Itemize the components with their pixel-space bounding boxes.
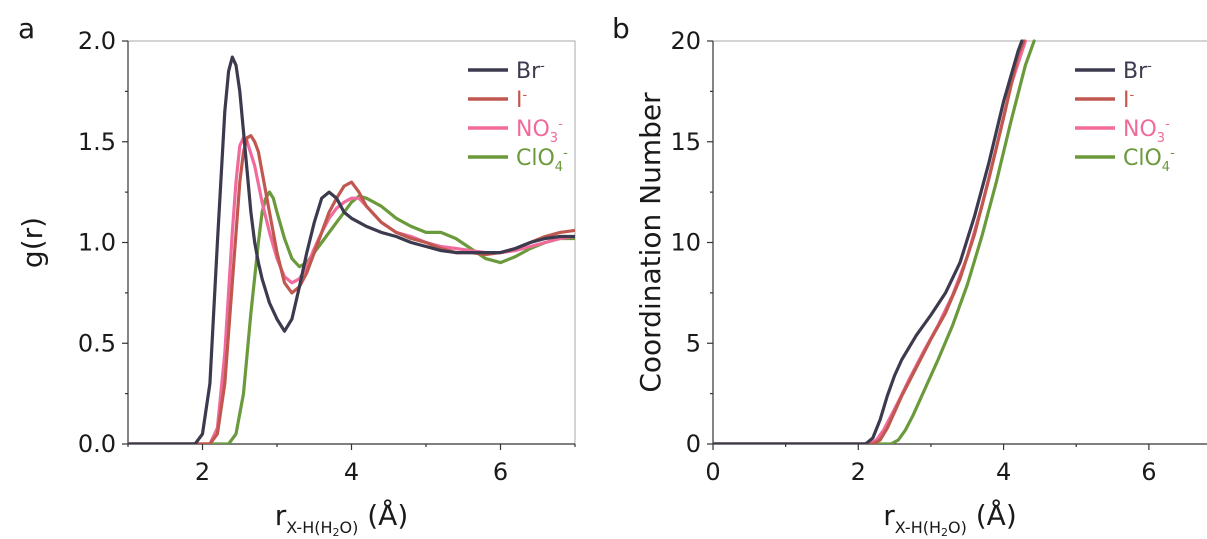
x-tick-label: 2 xyxy=(195,458,210,486)
y-tick-label: 20 xyxy=(670,27,701,55)
legend-label: Br- xyxy=(1123,59,1152,84)
y-tick-label: 5 xyxy=(686,329,701,357)
y-tick-label: 1.5 xyxy=(78,128,116,156)
legend: Br- I- NO3-ClO4- xyxy=(1075,59,1175,175)
x-tick-label: 4 xyxy=(996,458,1011,486)
x-tick-label: 0 xyxy=(705,458,720,486)
legend-label: I- xyxy=(516,88,528,113)
legend-label: NO3- xyxy=(516,117,563,146)
y-tick-label: 2.0 xyxy=(78,27,116,55)
series-line-i xyxy=(713,39,1026,444)
legend-label: ClO4- xyxy=(516,146,568,175)
x-tick-label: 4 xyxy=(344,458,359,486)
y-tick-label: 1.0 xyxy=(78,229,116,257)
y-tick-label: 0 xyxy=(686,430,701,458)
y-axis-title: g(r) xyxy=(16,217,49,268)
y-tick-label: 10 xyxy=(670,229,701,257)
panel-a-chart: a 0.0 0.5 1.0 1.5 2.0 2 4 6 g(r) rX-H(H2O) (Å) Br- I… xyxy=(16,12,576,539)
series-line-br xyxy=(128,55,575,444)
x-axis-title: rX-H(H2O) (Å) xyxy=(275,498,409,539)
series-line-i xyxy=(128,134,575,444)
series-line-clo xyxy=(128,190,575,444)
y-tick-label: 0.0 xyxy=(78,430,116,458)
x-tick-label: 2 xyxy=(851,458,866,486)
panel-b-chart: b 0 5 10 15 20 0 2 4 6 Coordination Number rX-H(H2O… xyxy=(612,12,1207,539)
x-tick-label: 6 xyxy=(493,458,508,486)
series-line-clo xyxy=(713,39,1036,444)
legend-label: ClO4- xyxy=(1123,146,1175,175)
y-axis-title: Coordination Number xyxy=(634,92,667,393)
legend-label: Br- xyxy=(516,59,545,84)
panel-letter: b xyxy=(612,12,630,45)
legend: Br- I- NO3-ClO4- xyxy=(468,59,568,175)
legend-label: NO3- xyxy=(1123,117,1170,146)
x-tick-label: 6 xyxy=(1141,458,1156,486)
legend-label: I- xyxy=(1123,88,1135,113)
series-line-br xyxy=(713,39,1024,444)
y-tick-label: 0.5 xyxy=(78,329,116,357)
x-axis-title: rX-H(H2O) (Å) xyxy=(883,498,1017,539)
plot-frame xyxy=(127,40,576,445)
panel-letter: a xyxy=(18,12,35,45)
y-tick-label: 15 xyxy=(670,128,701,156)
